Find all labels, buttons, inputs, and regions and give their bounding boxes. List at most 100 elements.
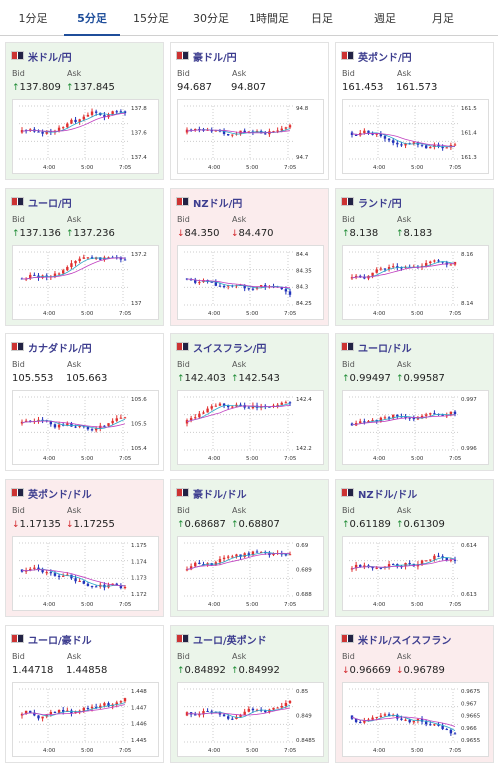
rate-card[interactable]: ユーロ/円 Bid Ask ↑137.136 ↑137.236 137.2 137 4:00 5… bbox=[5, 188, 164, 326]
candle-body bbox=[222, 286, 226, 288]
ask-label: Ask bbox=[397, 506, 412, 515]
candle-body bbox=[387, 417, 391, 419]
gb-us-flag-icon bbox=[11, 488, 24, 497]
arrow-up-icon: ↑ bbox=[231, 520, 239, 530]
mini-chart[interactable]: 105.6 105.5 105.4 4:00 5:00 7:05 bbox=[12, 390, 159, 465]
candle-body bbox=[433, 144, 436, 148]
rate-card[interactable]: スイスフラン/円 Bid Ask ↑142.403 ↑142.543 142.4 142.2… bbox=[170, 333, 329, 471]
pair-name-link[interactable]: ユーロ/円 bbox=[28, 199, 72, 210]
mini-chart[interactable]: 142.4 142.2 4:00 5:00 7:05 bbox=[177, 390, 324, 465]
mini-chart[interactable]: 0.9675 0.967 0.9665 0.966 0.9655 4:00 5:00 7:05 bbox=[342, 682, 489, 757]
bid-value: 105.553 bbox=[12, 373, 53, 384]
candle-body bbox=[227, 285, 230, 287]
pair-name-link[interactable]: 英ポンド/円 bbox=[358, 53, 412, 64]
tab-0[interactable]: 1分足 bbox=[18, 12, 48, 25]
rate-card[interactable]: ユーロ/ドル Bid Ask ↑0.99497 ↑0.99587 0.997 0.996 4:… bbox=[335, 333, 494, 471]
bid-price: 137.809 bbox=[19, 82, 61, 93]
pair-name-link[interactable]: ランド/円 bbox=[358, 199, 402, 210]
candle-body bbox=[202, 710, 205, 715]
mini-chart[interactable]: 137.2 137 4:00 5:00 7:05 bbox=[12, 245, 159, 320]
mini-chart[interactable]: 0.997 0.996 4:00 5:00 7:05 bbox=[342, 390, 489, 465]
candle-body bbox=[259, 551, 263, 553]
mini-chart[interactable]: 137.8 137.6 137.4 4:00 5:00 7:05 bbox=[12, 99, 159, 174]
rate-card[interactable]: ランド/円 Bid Ask ↑8.138 ↑8.183 8.16 8.14 4:00 5:00 7… bbox=[335, 188, 494, 326]
pair-name-link[interactable]: ユーロ/ドル bbox=[358, 344, 412, 355]
mini-chart[interactable]: 1.448 1.447 1.446 1.445 4:00 5:00 7:05 bbox=[12, 682, 159, 757]
pair-name-link[interactable]: NZドル/円 bbox=[193, 199, 243, 210]
pair-name-link[interactable]: スイスフラン/円 bbox=[193, 344, 267, 355]
candle-body bbox=[437, 144, 440, 147]
mini-chart[interactable]: 8.16 8.14 4:00 5:00 7:05 bbox=[342, 245, 489, 320]
candle-body bbox=[437, 555, 440, 557]
rate-card[interactable]: カナダドル/円 Bid Ask 105.553 105.663 105.6 105.5 105… bbox=[5, 333, 164, 471]
ask-label: Ask bbox=[67, 652, 82, 661]
candle-body bbox=[210, 406, 213, 409]
pair-name-link[interactable]: 米ドル/スイスフラン bbox=[358, 636, 452, 647]
rate-card[interactable]: 米ドル/円 Bid Ask ↑137.809 ↑137.845 137.8 137.6 137… bbox=[5, 42, 164, 180]
candle-body bbox=[235, 554, 238, 557]
rate-card[interactable]: 豪ドル/ドル Bid Ask ↑0.68687 ↑0.68807 0.69 0.689 0.6… bbox=[170, 479, 329, 617]
y-tick-label: 0.9665 bbox=[461, 714, 481, 720]
tab-5[interactable]: 日足 bbox=[311, 12, 333, 25]
tab-1[interactable]: 5分足 bbox=[64, 0, 120, 36]
candle-body bbox=[371, 717, 374, 720]
rate-card[interactable]: NZドル/円 Bid Ask ↓84.350 ↓84.470 84.4 84.35 84.3 8… bbox=[170, 188, 329, 326]
pair-name-link[interactable]: ユーロ/英ポンド bbox=[193, 636, 267, 647]
candle-body bbox=[288, 291, 292, 295]
arrow-down-icon: ↓ bbox=[231, 229, 239, 239]
candle-body bbox=[33, 567, 36, 569]
ask-value: ↑0.68807 bbox=[231, 519, 280, 530]
tab-2[interactable]: 15分足 bbox=[133, 12, 169, 25]
rate-card[interactable]: 英ポンド/ドル Bid Ask ↓1.17135 ↓1.17255 1.175 1.174 1… bbox=[5, 479, 164, 617]
tab-4[interactable]: 1時間足 bbox=[249, 12, 289, 25]
rate-card[interactable]: 豪ドル/円 Bid Ask 94.687 94.807 94.8 94.7 4:00 5:00 7… bbox=[170, 42, 329, 180]
mini-chart[interactable]: 0.85 0.849 0.8485 4:00 5:00 7:05 bbox=[177, 682, 324, 757]
mini-chart[interactable]: 84.4 84.35 84.3 84.25 4:00 5:00 7:05 bbox=[177, 245, 324, 320]
mini-chart[interactable]: 1.175 1.174 1.173 1.172 4:00 5:00 7:05 bbox=[12, 536, 159, 611]
y-tick-label: 8.14 bbox=[461, 301, 474, 307]
candlestick-chart: 94.8 94.7 4:00 5:00 7:05 bbox=[184, 105, 309, 171]
ask-label: Ask bbox=[232, 69, 247, 78]
tab-3[interactable]: 30分足 bbox=[193, 12, 229, 25]
candle-body bbox=[70, 263, 73, 268]
y-tick-label: 161.5 bbox=[461, 106, 477, 112]
candle-body bbox=[189, 418, 193, 421]
candle-body bbox=[123, 698, 127, 702]
candle-body bbox=[404, 719, 407, 721]
pair-name-link[interactable]: 豪ドル/ドル bbox=[193, 490, 247, 501]
x-tick-label: 5:00 bbox=[411, 602, 424, 608]
candle-body bbox=[379, 417, 383, 422]
bid-price: 0.96669 bbox=[349, 665, 391, 676]
pair-name-link[interactable]: 米ドル/円 bbox=[28, 53, 72, 64]
candlestick-chart: 0.9675 0.967 0.9665 0.966 0.9655 4:00 5:00 7:05 bbox=[349, 688, 481, 754]
mini-chart[interactable]: 161.5 161.4 161.3 4:00 5:00 7:05 bbox=[342, 99, 489, 174]
candle-body bbox=[400, 267, 403, 269]
candle-body bbox=[202, 563, 205, 565]
y-tick-label: 1.173 bbox=[131, 576, 147, 582]
rate-card[interactable]: ユーロ/英ポンド Bid Ask ↑0.84892 ↑0.84992 0.85 0.849 0… bbox=[170, 625, 329, 763]
rate-card[interactable]: 英ポンド/円 Bid Ask 161.453 161.573 161.5 161.4 161.… bbox=[335, 42, 494, 180]
mini-chart[interactable]: 0.69 0.689 0.688 4:00 5:00 7:05 bbox=[177, 536, 324, 611]
tab-6[interactable]: 週足 bbox=[374, 12, 396, 25]
rate-card[interactable]: 米ドル/スイスフラン Bid Ask ↓0.96669 ↓0.96789 0.9675 0.… bbox=[335, 625, 494, 763]
rate-card[interactable]: NZドル/ドル Bid Ask ↑0.61189 ↑0.61309 0.614 0.613 4… bbox=[335, 479, 494, 617]
candle-body bbox=[404, 416, 407, 418]
candle-body bbox=[86, 708, 90, 710]
candle-body bbox=[103, 115, 106, 118]
pair-name-link[interactable]: ユーロ/豪ドル bbox=[28, 636, 92, 647]
pair-name-link[interactable]: 英ポンド/ドル bbox=[28, 490, 92, 501]
y-tick-label: 1.448 bbox=[131, 689, 147, 695]
bid-label: Bid bbox=[177, 506, 190, 515]
mini-chart[interactable]: 0.614 0.613 4:00 5:00 7:05 bbox=[342, 536, 489, 611]
rate-card[interactable]: ユーロ/豪ドル Bid Ask 1.44718 1.44858 1.448 1.447 1.4… bbox=[5, 625, 164, 763]
pair-name-link[interactable]: NZドル/ドル bbox=[358, 490, 418, 501]
pair-name-link[interactable]: カナダドル/円 bbox=[28, 344, 92, 355]
pair-name-link[interactable]: 豪ドル/円 bbox=[193, 53, 237, 64]
moving-average-line bbox=[186, 278, 291, 289]
tab-7[interactable]: 月足 bbox=[432, 12, 454, 25]
mini-chart[interactable]: 94.8 94.7 4:00 5:00 7:05 bbox=[177, 99, 324, 174]
bid-value: ↓84.350 bbox=[177, 228, 220, 239]
candle-body bbox=[396, 414, 399, 417]
x-tick-label: 4:00 bbox=[208, 165, 221, 171]
candle-body bbox=[214, 712, 218, 714]
